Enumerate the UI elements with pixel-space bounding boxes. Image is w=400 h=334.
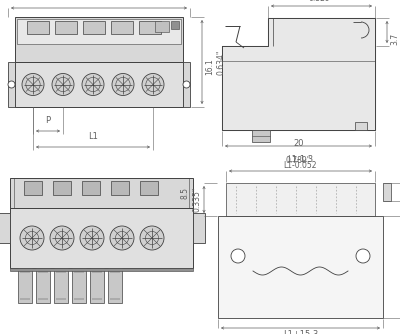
Circle shape xyxy=(22,73,44,96)
Bar xyxy=(108,268,122,303)
Circle shape xyxy=(52,73,74,96)
Bar xyxy=(111,181,129,195)
Bar xyxy=(82,181,100,195)
Bar xyxy=(36,268,50,303)
Bar xyxy=(140,181,158,195)
Text: L1-1.3: L1-1.3 xyxy=(288,155,314,164)
Text: 3.7
0.147": 3.7 0.147" xyxy=(390,19,400,45)
Text: 0.789": 0.789" xyxy=(286,156,311,165)
Circle shape xyxy=(8,81,15,88)
Bar xyxy=(139,21,161,34)
Circle shape xyxy=(356,249,370,263)
Text: 8.5
0.335": 8.5 0.335" xyxy=(181,187,201,212)
Bar xyxy=(90,268,104,303)
Bar xyxy=(54,268,68,303)
Bar xyxy=(0,213,10,243)
Text: 16.1
0.634": 16.1 0.634" xyxy=(205,49,225,75)
Bar xyxy=(218,216,383,318)
Bar xyxy=(111,21,133,34)
Bar xyxy=(53,181,71,195)
Bar xyxy=(252,130,270,142)
Bar xyxy=(355,122,367,130)
Circle shape xyxy=(50,226,74,250)
Bar xyxy=(15,62,183,107)
Polygon shape xyxy=(222,18,375,130)
Text: 0.329": 0.329" xyxy=(309,0,334,3)
Circle shape xyxy=(140,226,164,250)
Circle shape xyxy=(142,73,164,96)
Bar xyxy=(10,268,193,271)
Circle shape xyxy=(183,81,190,88)
Text: P: P xyxy=(46,116,50,125)
Circle shape xyxy=(82,73,104,96)
Bar xyxy=(17,19,181,44)
Text: L1-0.052: L1-0.052 xyxy=(284,161,317,170)
Circle shape xyxy=(231,249,245,263)
Text: L1+15.3: L1+15.3 xyxy=(283,330,318,334)
Bar xyxy=(183,62,190,107)
Bar xyxy=(10,178,193,208)
Bar xyxy=(24,181,42,195)
Text: L1: L1 xyxy=(88,132,98,141)
Bar xyxy=(8,62,15,107)
Circle shape xyxy=(80,226,104,250)
Bar xyxy=(72,268,86,303)
Bar xyxy=(18,268,32,303)
Circle shape xyxy=(20,226,44,250)
Bar xyxy=(383,183,391,201)
Bar xyxy=(10,208,193,268)
Bar xyxy=(155,21,169,32)
Circle shape xyxy=(112,73,134,96)
Bar xyxy=(55,21,77,34)
Bar xyxy=(15,17,183,62)
Bar xyxy=(226,183,375,216)
Bar xyxy=(27,21,49,34)
Bar xyxy=(171,21,179,29)
Bar xyxy=(193,213,205,243)
Circle shape xyxy=(110,226,134,250)
Text: 20: 20 xyxy=(293,139,304,148)
Bar xyxy=(83,21,105,34)
